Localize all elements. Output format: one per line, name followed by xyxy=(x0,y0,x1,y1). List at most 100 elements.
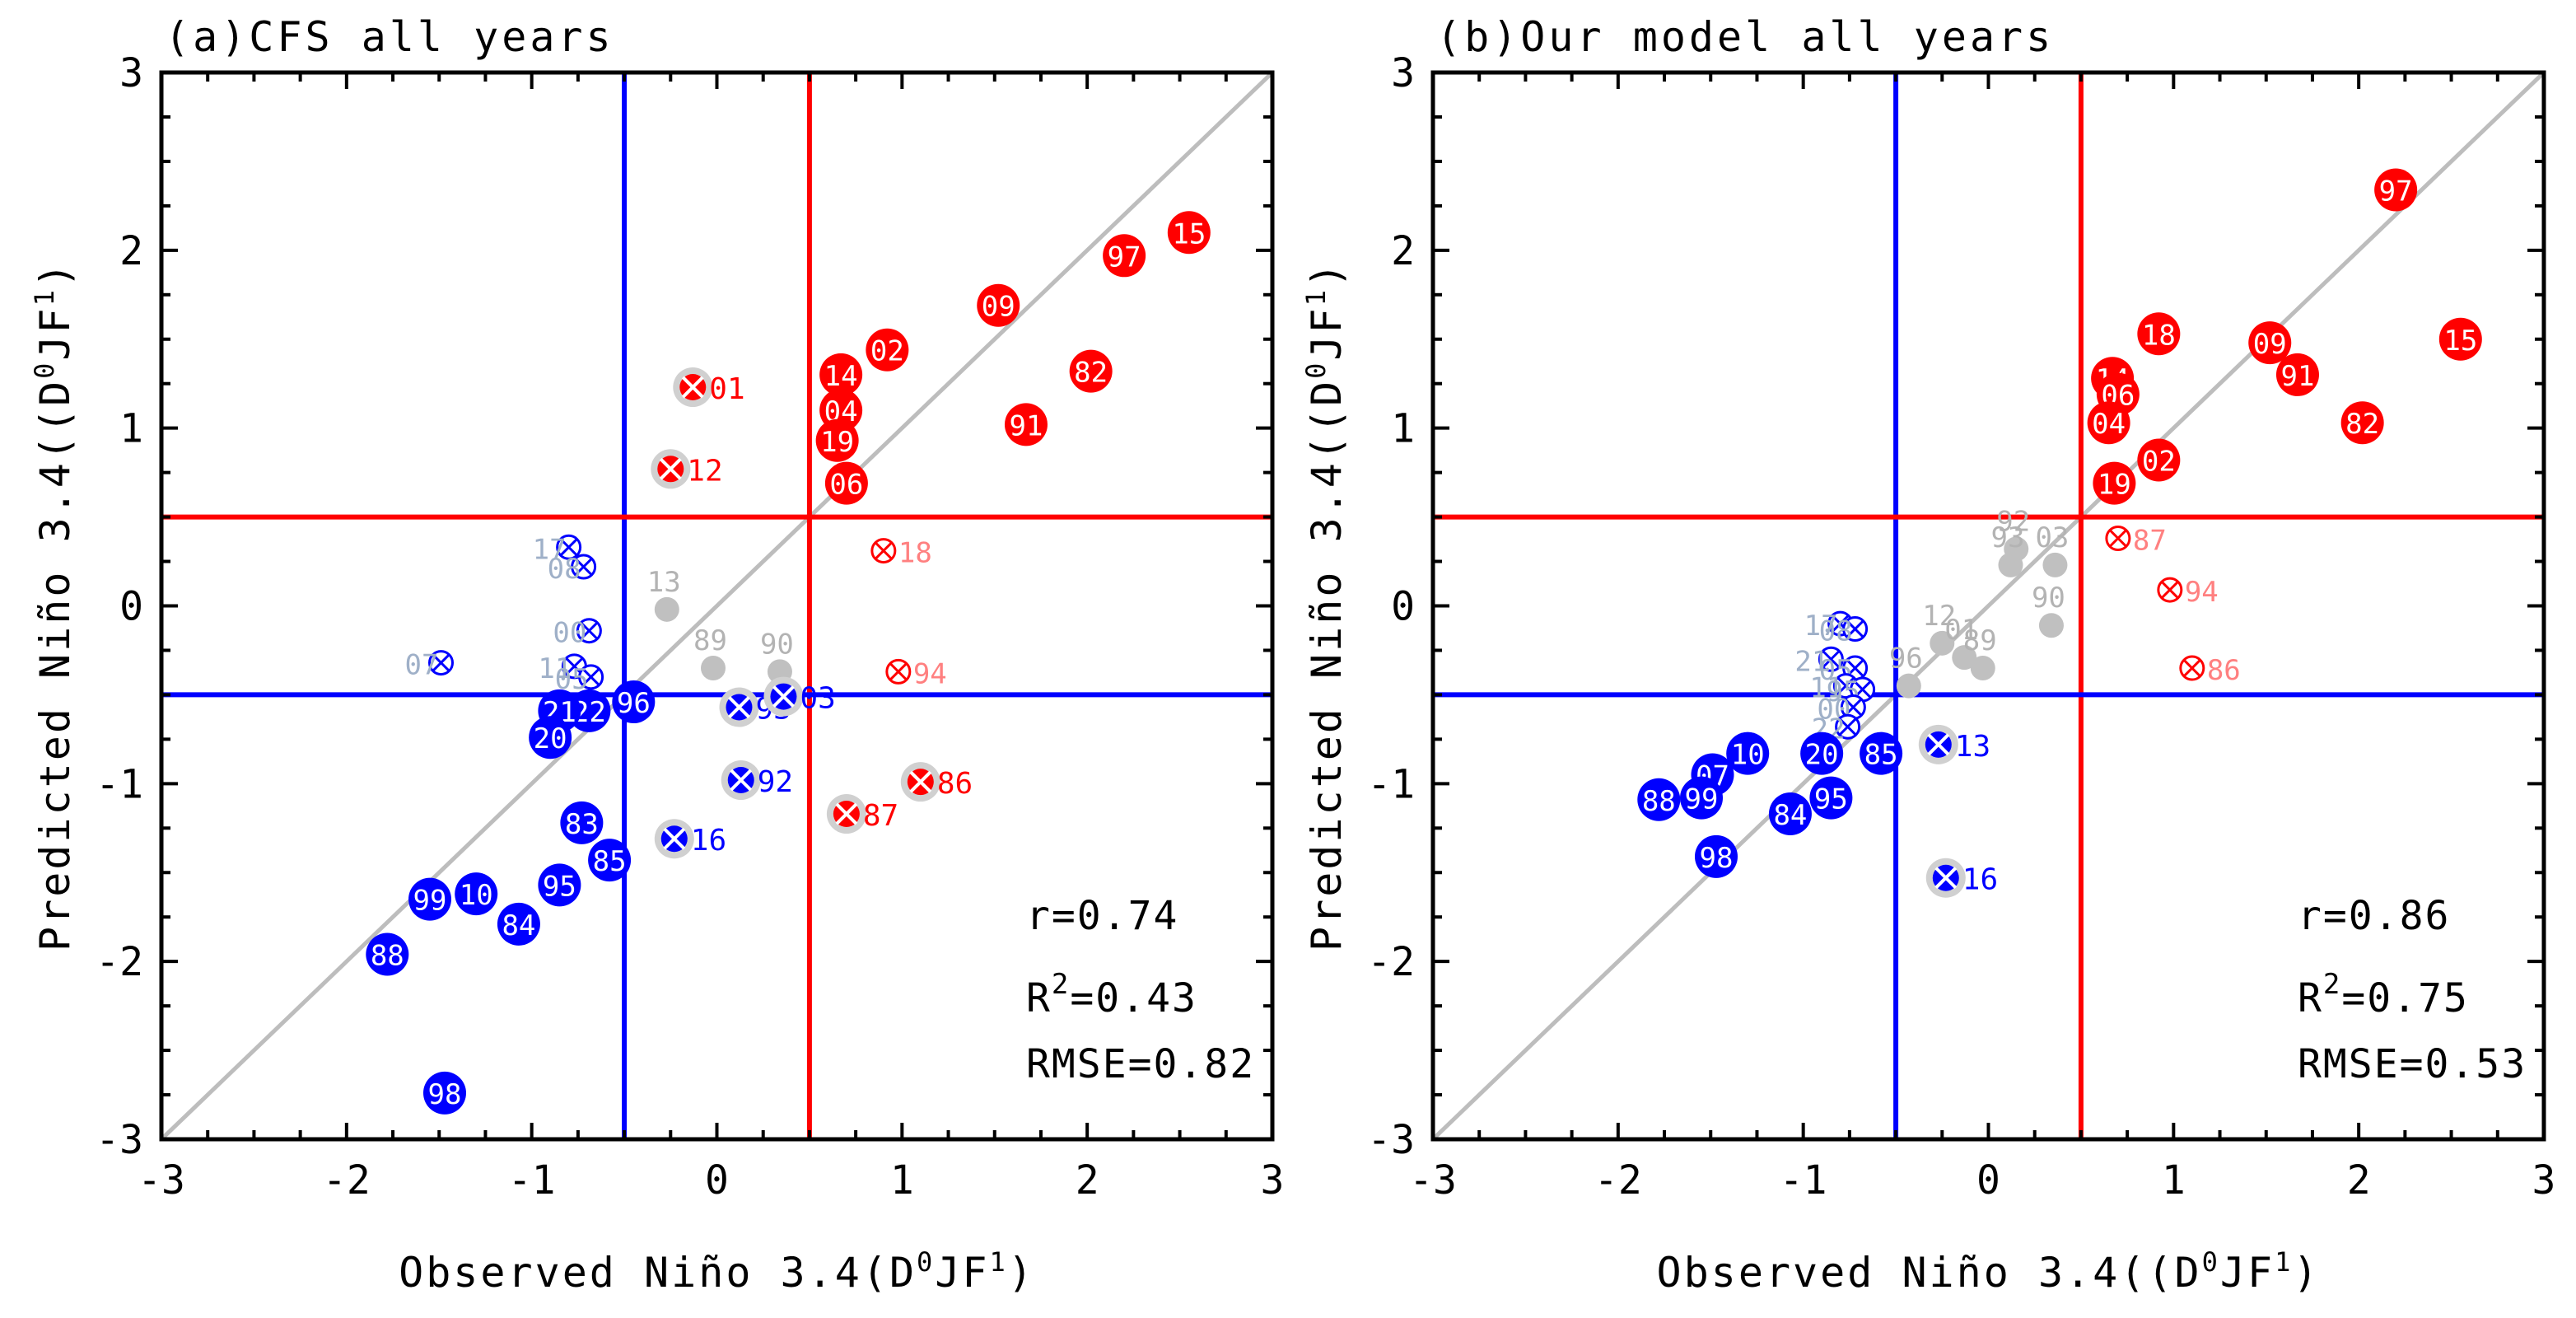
data-point-label: 19 xyxy=(2098,469,2131,502)
data-point xyxy=(2042,552,2068,577)
data-point-cross xyxy=(1927,733,1950,756)
data-point-cross xyxy=(659,457,682,480)
y-tick-label: -1 xyxy=(1367,761,1415,807)
data-point-label: 12 xyxy=(687,454,722,488)
stat-r: r=0.74 xyxy=(1026,893,1178,939)
data-point xyxy=(497,902,540,946)
y-tick-label: 3 xyxy=(1391,50,1415,96)
data-point xyxy=(567,689,611,732)
data-point-label: 96 xyxy=(617,687,651,720)
data-point-label: 98 xyxy=(1700,842,1734,875)
y-tick-label: -2 xyxy=(1367,939,1415,985)
data-point-cross xyxy=(1822,650,1841,669)
ticks-layer xyxy=(160,71,1274,1141)
data-point-label: 96 xyxy=(1889,643,1923,675)
x-tick-label: 0 xyxy=(705,1157,729,1203)
y-axis-label: Predicted Niño 3.4((D0JF1) xyxy=(29,260,79,951)
data-point xyxy=(2340,401,2384,445)
data-point-label: 07 xyxy=(404,649,438,682)
data-point xyxy=(1930,630,1955,656)
data-point-label: 82 xyxy=(1074,357,1108,390)
x-tick-label: 1 xyxy=(890,1157,914,1203)
data-point xyxy=(529,716,572,759)
stat-r2-value: =0.43 xyxy=(1070,975,1197,1021)
data-point-label: 02 xyxy=(870,335,904,368)
y-axis-label-group: Predicted Niño 3.4((D0JF1) xyxy=(29,260,79,951)
stat-rmse: RMSE=0.82 xyxy=(1026,1041,1255,1087)
data-point-label: 17 xyxy=(533,533,567,566)
x-tick-label: 2 xyxy=(2347,1157,2371,1203)
x-tick-label: 1 xyxy=(2162,1157,2186,1203)
stat-r2-sup: 2 xyxy=(1052,968,1070,1001)
data-point xyxy=(408,877,452,921)
y-tick-label: 0 xyxy=(119,584,143,630)
data-point-cross xyxy=(2108,529,2127,548)
data-point-label: 13 xyxy=(647,566,681,599)
data-point-cross xyxy=(909,770,932,793)
data-point xyxy=(1860,731,1903,775)
y-tick-label: -3 xyxy=(1367,1117,1415,1163)
y-tick-label: 0 xyxy=(1391,584,1415,630)
data-point-label: 91 xyxy=(2280,360,2314,393)
data-point-label: 90 xyxy=(2032,582,2065,615)
data-point-label: 18 xyxy=(2142,319,2176,352)
data-point xyxy=(1800,731,1844,775)
data-point-cross xyxy=(728,696,750,718)
data-point-label: 84 xyxy=(1773,799,1807,832)
data-point-cross xyxy=(1844,698,1863,717)
data-point xyxy=(560,801,604,844)
x-tick-label: 0 xyxy=(1976,1157,2000,1203)
y-tick-label: 2 xyxy=(1391,228,1415,274)
y-axis-label: Predicted Niño 3.4((D0JF1) xyxy=(1300,260,1351,951)
diagonal-line xyxy=(1433,72,2544,1139)
data-point-label: 14 xyxy=(824,360,858,393)
data-point xyxy=(538,863,581,907)
data-point xyxy=(815,418,859,462)
data-point-label: 92 xyxy=(758,765,793,799)
data-point-label: 10 xyxy=(1731,739,1765,772)
data-point xyxy=(2374,168,2418,212)
data-point-cross xyxy=(1934,867,1958,890)
diagonal-line xyxy=(161,72,1272,1139)
data-point-label: 11 xyxy=(1809,672,1843,705)
data-point-label: 01 xyxy=(1944,614,1978,647)
data-point-label: 12 xyxy=(1922,600,1956,633)
data-point xyxy=(1726,731,1770,775)
data-point-label: 89 xyxy=(693,624,727,657)
data-point-label: 86 xyxy=(2207,654,2241,687)
data-point-cross xyxy=(1846,658,1864,678)
data-point-label: 15 xyxy=(1172,217,1206,250)
data-point xyxy=(1970,656,1995,681)
data-point-label: 92 xyxy=(1996,505,2030,538)
data-point xyxy=(1680,776,1724,820)
data-point xyxy=(455,872,498,916)
data-point-label: 01 xyxy=(709,372,744,406)
data-point-cross xyxy=(730,769,753,792)
data-point xyxy=(1103,234,1146,278)
ticks-layer xyxy=(1431,71,2546,1141)
points-layer: 9715099182181406040219879486929303901201… xyxy=(1637,168,2482,898)
data-point xyxy=(977,283,1020,327)
panel-b: 9715099182181406040219879486929303901201… xyxy=(1300,13,2555,1297)
x-tick-label: -3 xyxy=(1409,1157,1457,1203)
data-point-label: 97 xyxy=(2379,175,2413,208)
data-point xyxy=(588,839,632,882)
x-axis-label: Observed Niño 3.4((D0JF1) xyxy=(1657,1246,2321,1297)
x-axis-label-group: Observed Niño 3.4((D0JF1) xyxy=(1657,1246,2321,1297)
data-point xyxy=(701,656,726,681)
stat-r2: R2=0.75 xyxy=(2298,968,2469,1021)
data-point-cross xyxy=(559,538,578,557)
stat-r: r=0.86 xyxy=(2298,893,2450,939)
chart-title: (b)Our model all years xyxy=(1436,13,2054,61)
data-point-label: 13 xyxy=(1955,730,1990,764)
data-point xyxy=(2438,317,2482,361)
stat-rmse: RMSE=0.53 xyxy=(2298,1041,2527,1087)
data-point-cross xyxy=(2182,658,2201,678)
data-point-label: 03 xyxy=(800,682,835,716)
data-point xyxy=(824,461,868,505)
data-point xyxy=(819,353,863,396)
data-point xyxy=(2038,613,2064,638)
data-point xyxy=(422,1071,466,1115)
